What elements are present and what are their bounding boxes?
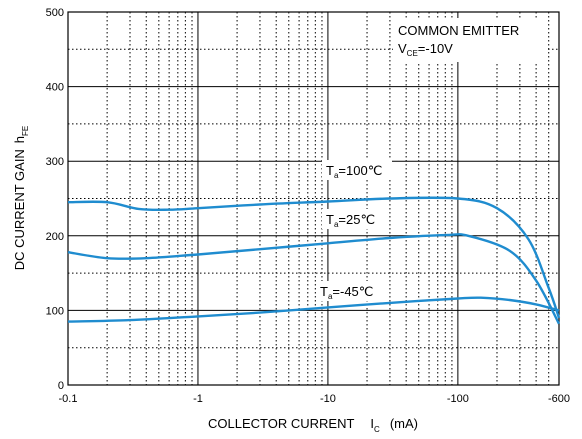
svg-text:Ta=25℃: Ta=25℃ <box>326 212 375 229</box>
y-tick-label: 400 <box>46 82 64 94</box>
x-tick-label: -10 <box>320 393 336 405</box>
series-label-25: Ta=25℃ <box>322 209 386 229</box>
series-line-ta-100 <box>67 196 561 319</box>
annotation-common-emitter: COMMON EMITTER <box>398 23 519 38</box>
x-tick-label: -600 <box>548 393 570 405</box>
annotation-vce: VCE=-10V <box>398 41 453 58</box>
series-line-ta-25 <box>67 233 561 325</box>
tick-labels: 0 100 200 300 400 500 -0.1 -1 -10 -100 -600 <box>46 7 570 405</box>
x-tick-label: -100 <box>447 393 469 405</box>
y-axis-label: DC CURRENT GAINhFE <box>12 126 30 271</box>
plot-frame <box>67 11 560 386</box>
x-axis-label: COLLECTOR CURRENT IC (mA) <box>208 416 418 434</box>
series-line-ta-minus45 <box>67 296 560 323</box>
svg-text:Ta=100℃: Ta=100℃ <box>326 163 382 180</box>
series-label-minus45: Ta=-45℃ <box>318 281 386 301</box>
x-tick-label: -1 <box>193 393 203 405</box>
series-layer <box>67 196 561 325</box>
y-tick-label: 0 <box>58 380 64 392</box>
x-tick-label: -0.1 <box>59 393 78 405</box>
series-label-100: Ta=100℃ <box>322 160 392 180</box>
y-tick-label: 100 <box>46 305 64 317</box>
y-tick-label: 200 <box>46 231 64 243</box>
y-tick-label: 500 <box>46 7 64 19</box>
svg-text:Ta=-45℃: Ta=-45℃ <box>320 284 373 301</box>
minor-grid <box>68 12 559 385</box>
y-tick-label: 300 <box>46 156 64 168</box>
annotation-background <box>393 18 548 62</box>
